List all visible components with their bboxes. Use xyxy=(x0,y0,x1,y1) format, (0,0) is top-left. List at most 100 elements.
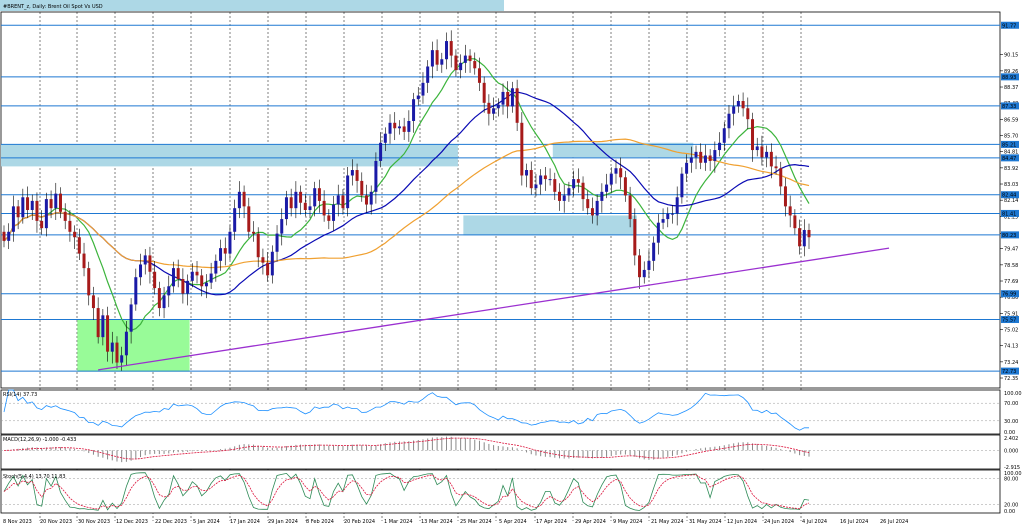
candle-60 xyxy=(284,197,288,220)
level-tag-4: 84.47 xyxy=(1002,156,1016,162)
candle-3 xyxy=(16,206,20,218)
candle-34 xyxy=(162,295,166,309)
candle-157 xyxy=(741,101,745,109)
candle-38 xyxy=(181,279,185,294)
stoch-d-line xyxy=(3,474,810,510)
macd-signal-line xyxy=(3,437,810,460)
stoch-k-line xyxy=(3,472,810,511)
candle-132 xyxy=(623,177,627,196)
candle-42 xyxy=(200,275,204,287)
y-tick-label-8: 83.03 xyxy=(1004,182,1018,188)
x-label-10: 1 Mar 2024 xyxy=(384,519,413,525)
candle-166 xyxy=(783,186,787,207)
macd-tick-0: 2.402 xyxy=(1004,436,1018,442)
level-tag-bg-8 xyxy=(1001,290,1019,298)
y-tick-label-4: 86.59 xyxy=(1004,117,1018,123)
candle-170 xyxy=(802,229,806,247)
level-tag-bg-2 xyxy=(1001,102,1019,110)
candle-79 xyxy=(374,160,378,192)
rsi-title: RSI(14) 37.73 xyxy=(3,392,37,398)
candle-19 xyxy=(91,295,95,309)
stoch-tick-1: 80.00 xyxy=(1004,477,1018,483)
rsi-tick-0: 100.00 xyxy=(1004,391,1022,397)
y-tick-label-16: 75.91 xyxy=(1004,311,1018,317)
candle-30 xyxy=(143,255,147,265)
candle-4 xyxy=(21,197,25,218)
candle-41 xyxy=(195,271,199,276)
chart-title: #BRENT_z, Daily: Brent Oil Spot Vs USD xyxy=(3,4,103,10)
candle-22 xyxy=(106,315,110,352)
candle-11 xyxy=(54,193,58,209)
level-tag-bg-5 xyxy=(1001,191,1019,199)
level-tag-3: 85.21 xyxy=(1002,142,1016,148)
candle-64 xyxy=(303,202,307,210)
y-tick-label-19: 73.24 xyxy=(1004,360,1018,366)
candle-73 xyxy=(346,175,350,209)
stoch-tick-2: 20.00 xyxy=(1004,502,1018,508)
candle-0 xyxy=(2,231,6,241)
candle-131 xyxy=(619,168,623,178)
level-tag-0: 91.77 xyxy=(1002,23,1016,29)
candle-28 xyxy=(134,277,138,305)
candle-139 xyxy=(656,222,660,243)
candle-149 xyxy=(703,155,707,163)
candle-85 xyxy=(402,126,406,132)
y-tick-label-7: 83.92 xyxy=(1004,166,1018,172)
macd-panel xyxy=(0,434,1001,470)
level-tag-bg-6 xyxy=(1001,209,1019,217)
y-tick-label-1: 89.26 xyxy=(1004,69,1018,75)
candle-171 xyxy=(807,229,811,238)
candle-128 xyxy=(605,184,609,192)
candle-100 xyxy=(473,61,477,69)
candle-104 xyxy=(492,108,496,114)
candle-59 xyxy=(280,219,284,234)
x-label-19: 12 Jun 2024 xyxy=(727,519,757,525)
rsi-panel xyxy=(0,389,1001,435)
title-bar xyxy=(0,0,504,11)
candle-32 xyxy=(153,271,157,289)
candle-49 xyxy=(233,208,237,232)
candle-65 xyxy=(308,206,312,210)
level-tag-2: 87.33 xyxy=(1002,104,1016,110)
candle-120 xyxy=(567,188,571,196)
candle-133 xyxy=(628,195,632,220)
candle-57 xyxy=(270,251,274,276)
macd-tick-2: -2.915 xyxy=(1004,465,1020,471)
trendline xyxy=(98,247,890,371)
candle-7 xyxy=(35,200,39,221)
candle-167 xyxy=(788,206,792,216)
candle-111 xyxy=(525,170,529,176)
y-tick-label-0: 90.15 xyxy=(1004,53,1018,59)
candle-115 xyxy=(543,175,547,180)
candle-31 xyxy=(148,255,152,272)
candle-102 xyxy=(482,82,486,103)
y-tick-label-15: 76.80 xyxy=(1004,295,1018,301)
candle-101 xyxy=(477,68,481,83)
x-label-4: 22 Dec 2023 xyxy=(155,519,187,525)
candle-98 xyxy=(463,55,467,63)
trendline[interactable] xyxy=(98,247,890,371)
candle-15 xyxy=(73,231,77,238)
moving-averages xyxy=(3,58,810,332)
stoch-tick-0: 100.00 xyxy=(1004,471,1022,477)
candle-61 xyxy=(289,197,293,209)
level-tag-9: 75.57 xyxy=(1002,318,1016,324)
macd-tick-1: 0.000 xyxy=(1004,448,1018,454)
y-tick-label-5: 85.70 xyxy=(1004,134,1018,140)
x-label-21: 4 Jul 2024 xyxy=(802,519,827,525)
x-label-8: 8 Feb 2024 xyxy=(306,519,334,525)
candle-122 xyxy=(576,179,580,183)
rsi-tick-3: 0.00 xyxy=(1004,430,1015,436)
candle-14 xyxy=(68,220,72,232)
candle-150 xyxy=(708,155,712,161)
candle-71 xyxy=(336,195,340,205)
candle-95 xyxy=(449,41,453,56)
candle-55 xyxy=(261,257,265,263)
candle-148 xyxy=(699,151,703,163)
candle-124 xyxy=(586,199,590,209)
candle-117 xyxy=(553,179,557,192)
candle-43 xyxy=(204,282,208,287)
candle-1 xyxy=(7,231,11,241)
candle-142 xyxy=(670,213,674,215)
